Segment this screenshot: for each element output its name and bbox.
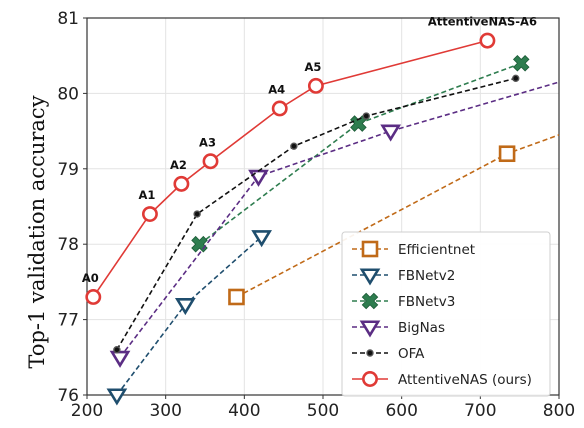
x-tick-label: 300 [149,401,181,421]
legend-label: BigNas [398,320,445,336]
x-tick-label: 500 [307,401,339,421]
series-line [119,81,560,358]
legend-entry: BigNas [352,320,445,338]
circle-marker [271,100,288,117]
dot-marker [512,74,520,83]
circle-marker [141,206,158,222]
series-bignas [109,81,560,368]
y-tick-label: 78 [57,235,79,255]
circle-marker [202,153,219,170]
series-fbnetv3 [191,54,530,253]
y-tick-label: 80 [57,84,79,104]
series-efficientnet [228,134,560,306]
dot-marker [366,349,374,357]
x-tick-label: 400 [228,401,260,421]
point-label: A4 [268,82,285,96]
legend-entry: FBNetv2 [352,268,455,286]
x-tick-label: 700 [464,401,496,421]
x-tick-label: 200 [71,401,103,421]
square-marker [498,145,516,163]
dot-marker [290,142,298,150]
legend: Efficientnet FBNetv2 FBNetv3 BigNas OFA Atten… [341,231,551,397]
x-marker [512,54,530,72]
legend-entry: OFA [352,346,425,362]
series-line [199,62,522,245]
series-attentivenas-ours [85,32,496,305]
y-tick-label: 77 [57,311,79,331]
legend-label: Efficientnet [398,242,475,258]
series-fbnetv2 [106,230,272,406]
point-labels: A0 A1 A2 A3 A4 A5 AttentiveNAS-A6 [82,15,537,285]
square-marker [361,240,379,258]
triangle-marker [251,230,272,248]
circle-marker [362,371,378,387]
circle-marker [307,77,324,94]
dot-marker [362,112,370,120]
triangle-marker [109,350,131,368]
circle-marker [173,175,190,192]
legend-label: FBNetv2 [398,268,455,284]
point-label: A0 [82,271,99,285]
legend-label: FBNetv3 [398,294,455,310]
series-ofa [113,74,520,354]
y-axis-label: Top-1 validation accuracy [25,95,49,368]
series-line [116,236,263,396]
legend-entry: FBNetv3 [352,292,455,310]
dot-marker [113,346,121,354]
triangle-marker [380,124,402,142]
point-label: A1 [138,188,155,202]
x-tick-label: 800 [543,401,575,421]
x-marker [361,292,379,310]
point-label: A2 [170,158,187,172]
triangle-marker [174,297,196,316]
point-label: AttentiveNAS-A6 [428,15,537,29]
triangle-marker [359,320,381,338]
legend-entry: AttentiveNAS (ours) [352,371,532,388]
legend-label: AttentiveNAS (ours) [398,372,532,388]
point-label: A5 [304,60,321,74]
dot-marker [193,210,201,218]
square-marker [228,288,245,306]
circle-marker [479,32,496,49]
legend-entry: Efficientnet [352,240,475,258]
legend-box [341,231,551,397]
x-tick-label: 600 [385,401,417,421]
y-tick-label: 76 [57,386,79,406]
point-label: A3 [199,135,216,149]
y-tick-label: 79 [57,160,79,180]
triangle-marker [359,268,381,286]
circle-marker [85,289,102,305]
legend-label: OFA [398,346,425,362]
y-tick-label: 81 [57,9,79,29]
series-layer [85,32,560,406]
triangle-marker [106,388,128,406]
axes: 200 300 400 500 600 700 800 76 77 78 79 80 81 [57,9,575,421]
